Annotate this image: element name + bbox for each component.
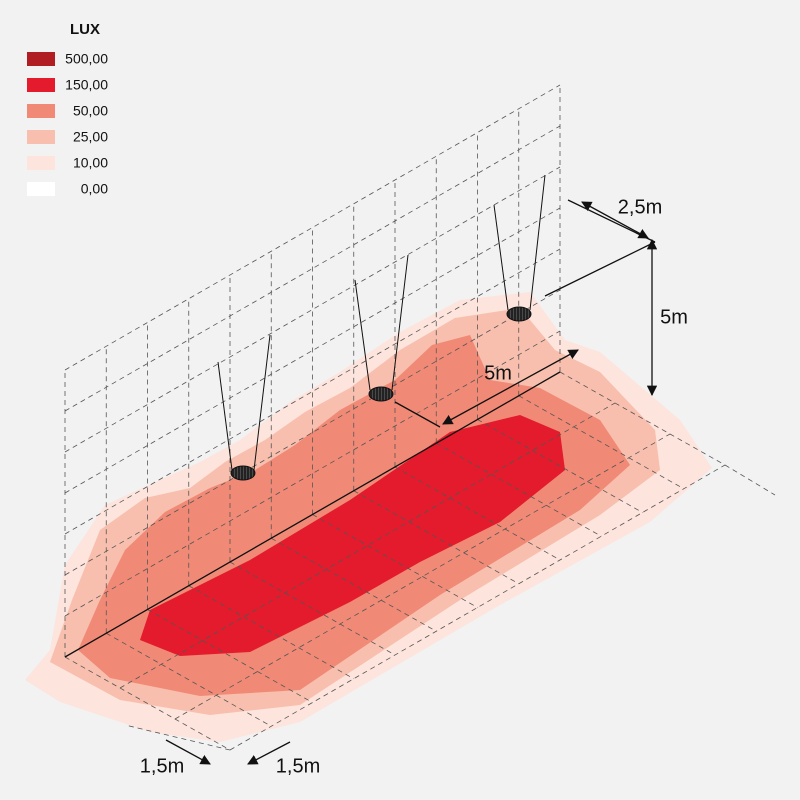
legend-label: 25,00 <box>73 129 108 145</box>
grid-line <box>724 464 776 496</box>
legend-label: 150,00 <box>65 77 108 93</box>
zone-150 <box>140 415 565 656</box>
dim-spacing: 1,5m <box>140 755 184 777</box>
legend-title: LUX <box>70 21 100 38</box>
grid-line <box>353 490 519 585</box>
grid-line <box>394 466 561 561</box>
luminaires <box>217 174 546 481</box>
dim-length: 5m <box>484 362 512 384</box>
grid-line <box>64 656 231 751</box>
grid-line <box>106 632 272 727</box>
dimension-lines <box>165 199 658 765</box>
grid-line <box>229 561 396 656</box>
legend-swatch <box>27 156 55 170</box>
dim-width: 2,5m <box>618 196 662 218</box>
legend-swatch <box>27 78 55 92</box>
legend-label: 500,00 <box>65 51 108 67</box>
grid-line <box>147 609 313 703</box>
grid-line <box>188 585 354 680</box>
legend-swatch <box>27 52 55 66</box>
grid-line <box>477 419 643 513</box>
legend-label: 50,00 <box>73 103 108 119</box>
legend-label: 0,00 <box>81 181 108 197</box>
grid <box>64 84 776 751</box>
legend-label: 10,00 <box>73 155 108 171</box>
legend-swatch <box>27 182 55 196</box>
legend-swatch <box>27 130 55 144</box>
grid-line <box>559 371 726 466</box>
dim-spacing: 1,5m <box>276 755 320 777</box>
legend: 500,00 150,00 50,00 25,00 10,00 0,00 <box>27 51 108 197</box>
grid-line <box>436 442 602 537</box>
legend-swatch <box>27 104 55 118</box>
dim-height: 5m <box>660 306 688 328</box>
grid-line <box>271 537 437 632</box>
grid-line <box>312 514 478 608</box>
